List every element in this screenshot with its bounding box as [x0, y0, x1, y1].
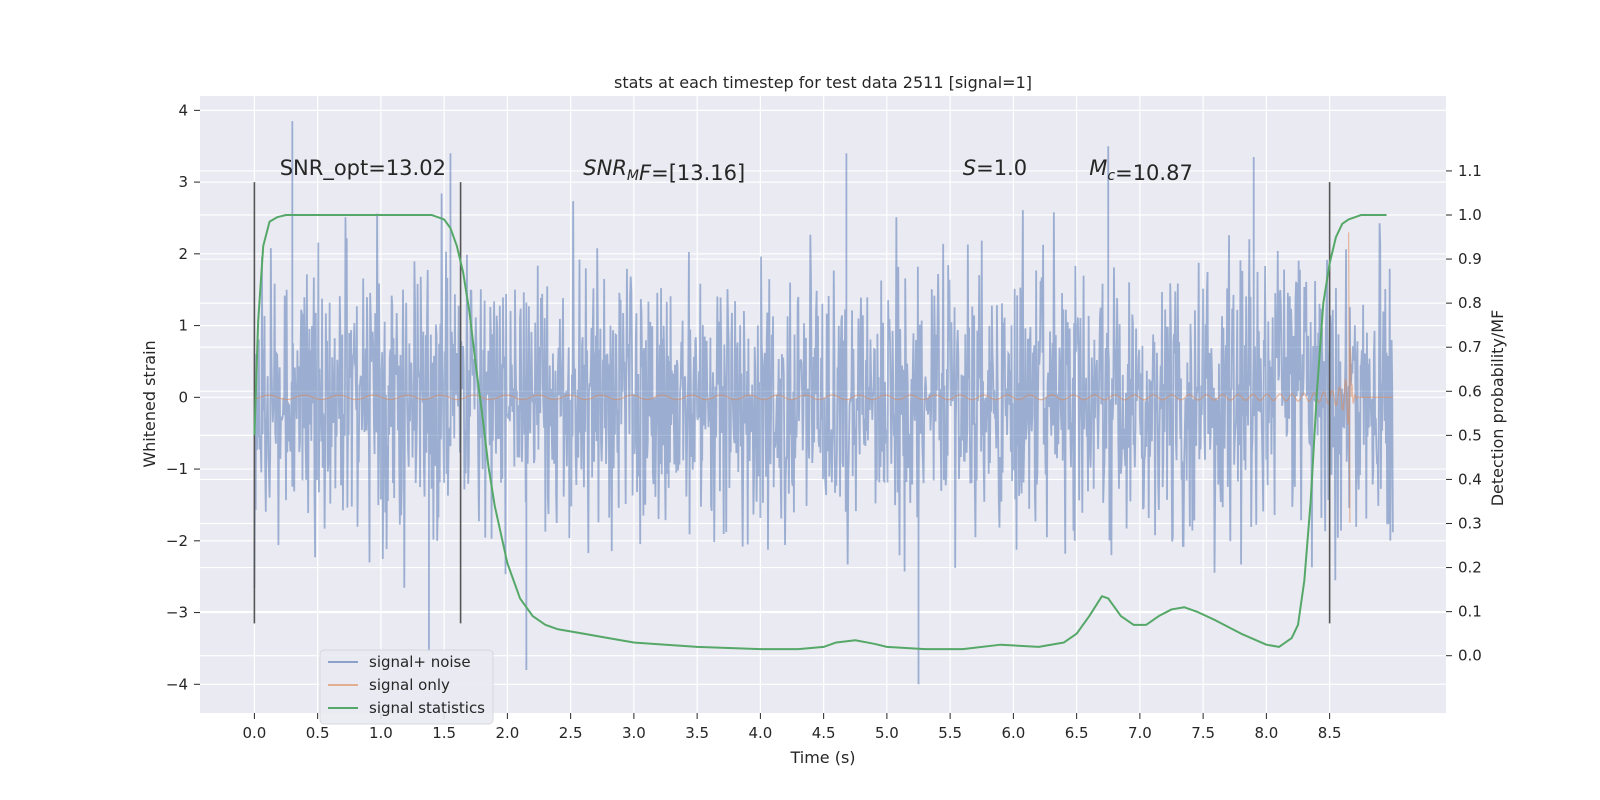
y2-tick-label: 0.1 [1458, 603, 1482, 621]
x-tick-label: 2.5 [559, 724, 583, 742]
x-axis-ticks: 0.0 0.5 1.0 1.5 2.0 2.5 3.0 3.5 4.0 4.5 5.0 5.5 6.0 6… [242, 713, 1342, 742]
x-tick-label: 8.0 [1254, 724, 1278, 742]
y-tick-label: −4 [166, 675, 188, 693]
y-axis-label: Whitened strain [140, 340, 159, 467]
legend-box [319, 649, 494, 725]
y-tick-label: 0 [178, 388, 188, 406]
x-tick-label: 4.0 [748, 724, 772, 742]
annotation: S=1.0 [963, 156, 1027, 180]
y2-tick-label: 0.8 [1458, 294, 1482, 312]
x-tick-label: 5.0 [875, 724, 899, 742]
y-tick-label: −1 [166, 460, 188, 478]
y2-tick-label: 0.6 [1458, 382, 1482, 400]
y-tick-label: 3 [178, 173, 188, 191]
y2-axis-label: Detection probability/MF [1488, 310, 1507, 507]
y2-tick-label: 0.0 [1458, 647, 1482, 665]
y-tick-label: 2 [178, 245, 188, 263]
y-axis-ticks: −4 −3 −2 −1 0 1 2 3 4 [166, 101, 200, 693]
x-tick-label: 0.0 [242, 724, 266, 742]
y2-tick-label: 0.3 [1458, 514, 1482, 532]
signal-noise-line [253, 121, 1394, 685]
y-tick-label: 4 [178, 101, 188, 119]
legend-label-signal-only: signal only [369, 676, 450, 694]
x-tick-label: 2.0 [495, 724, 519, 742]
x-tick-label: 6.5 [1065, 724, 1089, 742]
x-tick-label: 4.5 [812, 724, 836, 742]
x-tick-label: 1.5 [432, 724, 456, 742]
x-tick-label: 5.5 [938, 724, 962, 742]
y-tick-label: −3 [166, 604, 188, 622]
signal-only-line [254, 232, 1393, 523]
signal-noise-series [253, 121, 1394, 685]
annotation: Mc=10.87 [1089, 156, 1193, 185]
annotations: SNR_opt=13.02 SNRMF=[13.16] S=1.0 Mc=10.87 [280, 156, 1193, 185]
y2-tick-label: 0.5 [1458, 426, 1482, 444]
legend: signal+ noise signal only signal statist… [319, 649, 494, 725]
x-tick-label: 7.0 [1128, 724, 1152, 742]
x-tick-label: 3.5 [685, 724, 709, 742]
x-tick-label: 6.0 [1001, 724, 1025, 742]
y2-tick-label: 0.2 [1458, 559, 1482, 577]
y2-tick-label: 1.1 [1458, 162, 1482, 180]
legend-label-signal-noise: signal+ noise [369, 653, 471, 671]
y2-tick-label: 1.0 [1458, 206, 1482, 224]
y2-tick-label: 0.9 [1458, 250, 1482, 268]
signal-statistics-line [253, 213, 1387, 651]
y-tick-label: 1 [178, 317, 188, 335]
y2-tick-label: 0.7 [1458, 338, 1482, 356]
signal-only-series [254, 232, 1393, 523]
y2-tick-label: 0.4 [1458, 470, 1482, 488]
legend-label-signal-statistics: signal statistics [369, 699, 485, 717]
x-tick-label: 1.0 [369, 724, 393, 742]
signal-statistics-series [253, 213, 1387, 651]
x-axis-label: Time (s) [789, 748, 855, 767]
x-tick-label: 7.5 [1191, 724, 1215, 742]
x-tick-label: 3.0 [622, 724, 646, 742]
annotation: SNR_opt=13.02 [280, 156, 446, 181]
y2-axis-ticks: 0.0 0.1 0.2 0.3 0.4 0.5 0.6 0.7 0.8 0.9 1.0 1.1 [1446, 162, 1482, 665]
y-tick-label: −2 [166, 532, 188, 550]
vertical-markers [253, 182, 1331, 624]
annotation: SNRMF=[13.16] [583, 156, 745, 185]
x-tick-label: 0.5 [306, 724, 330, 742]
chart-title: stats at each timestep for test data 251… [614, 73, 1032, 92]
x-tick-label: 8.5 [1318, 724, 1342, 742]
